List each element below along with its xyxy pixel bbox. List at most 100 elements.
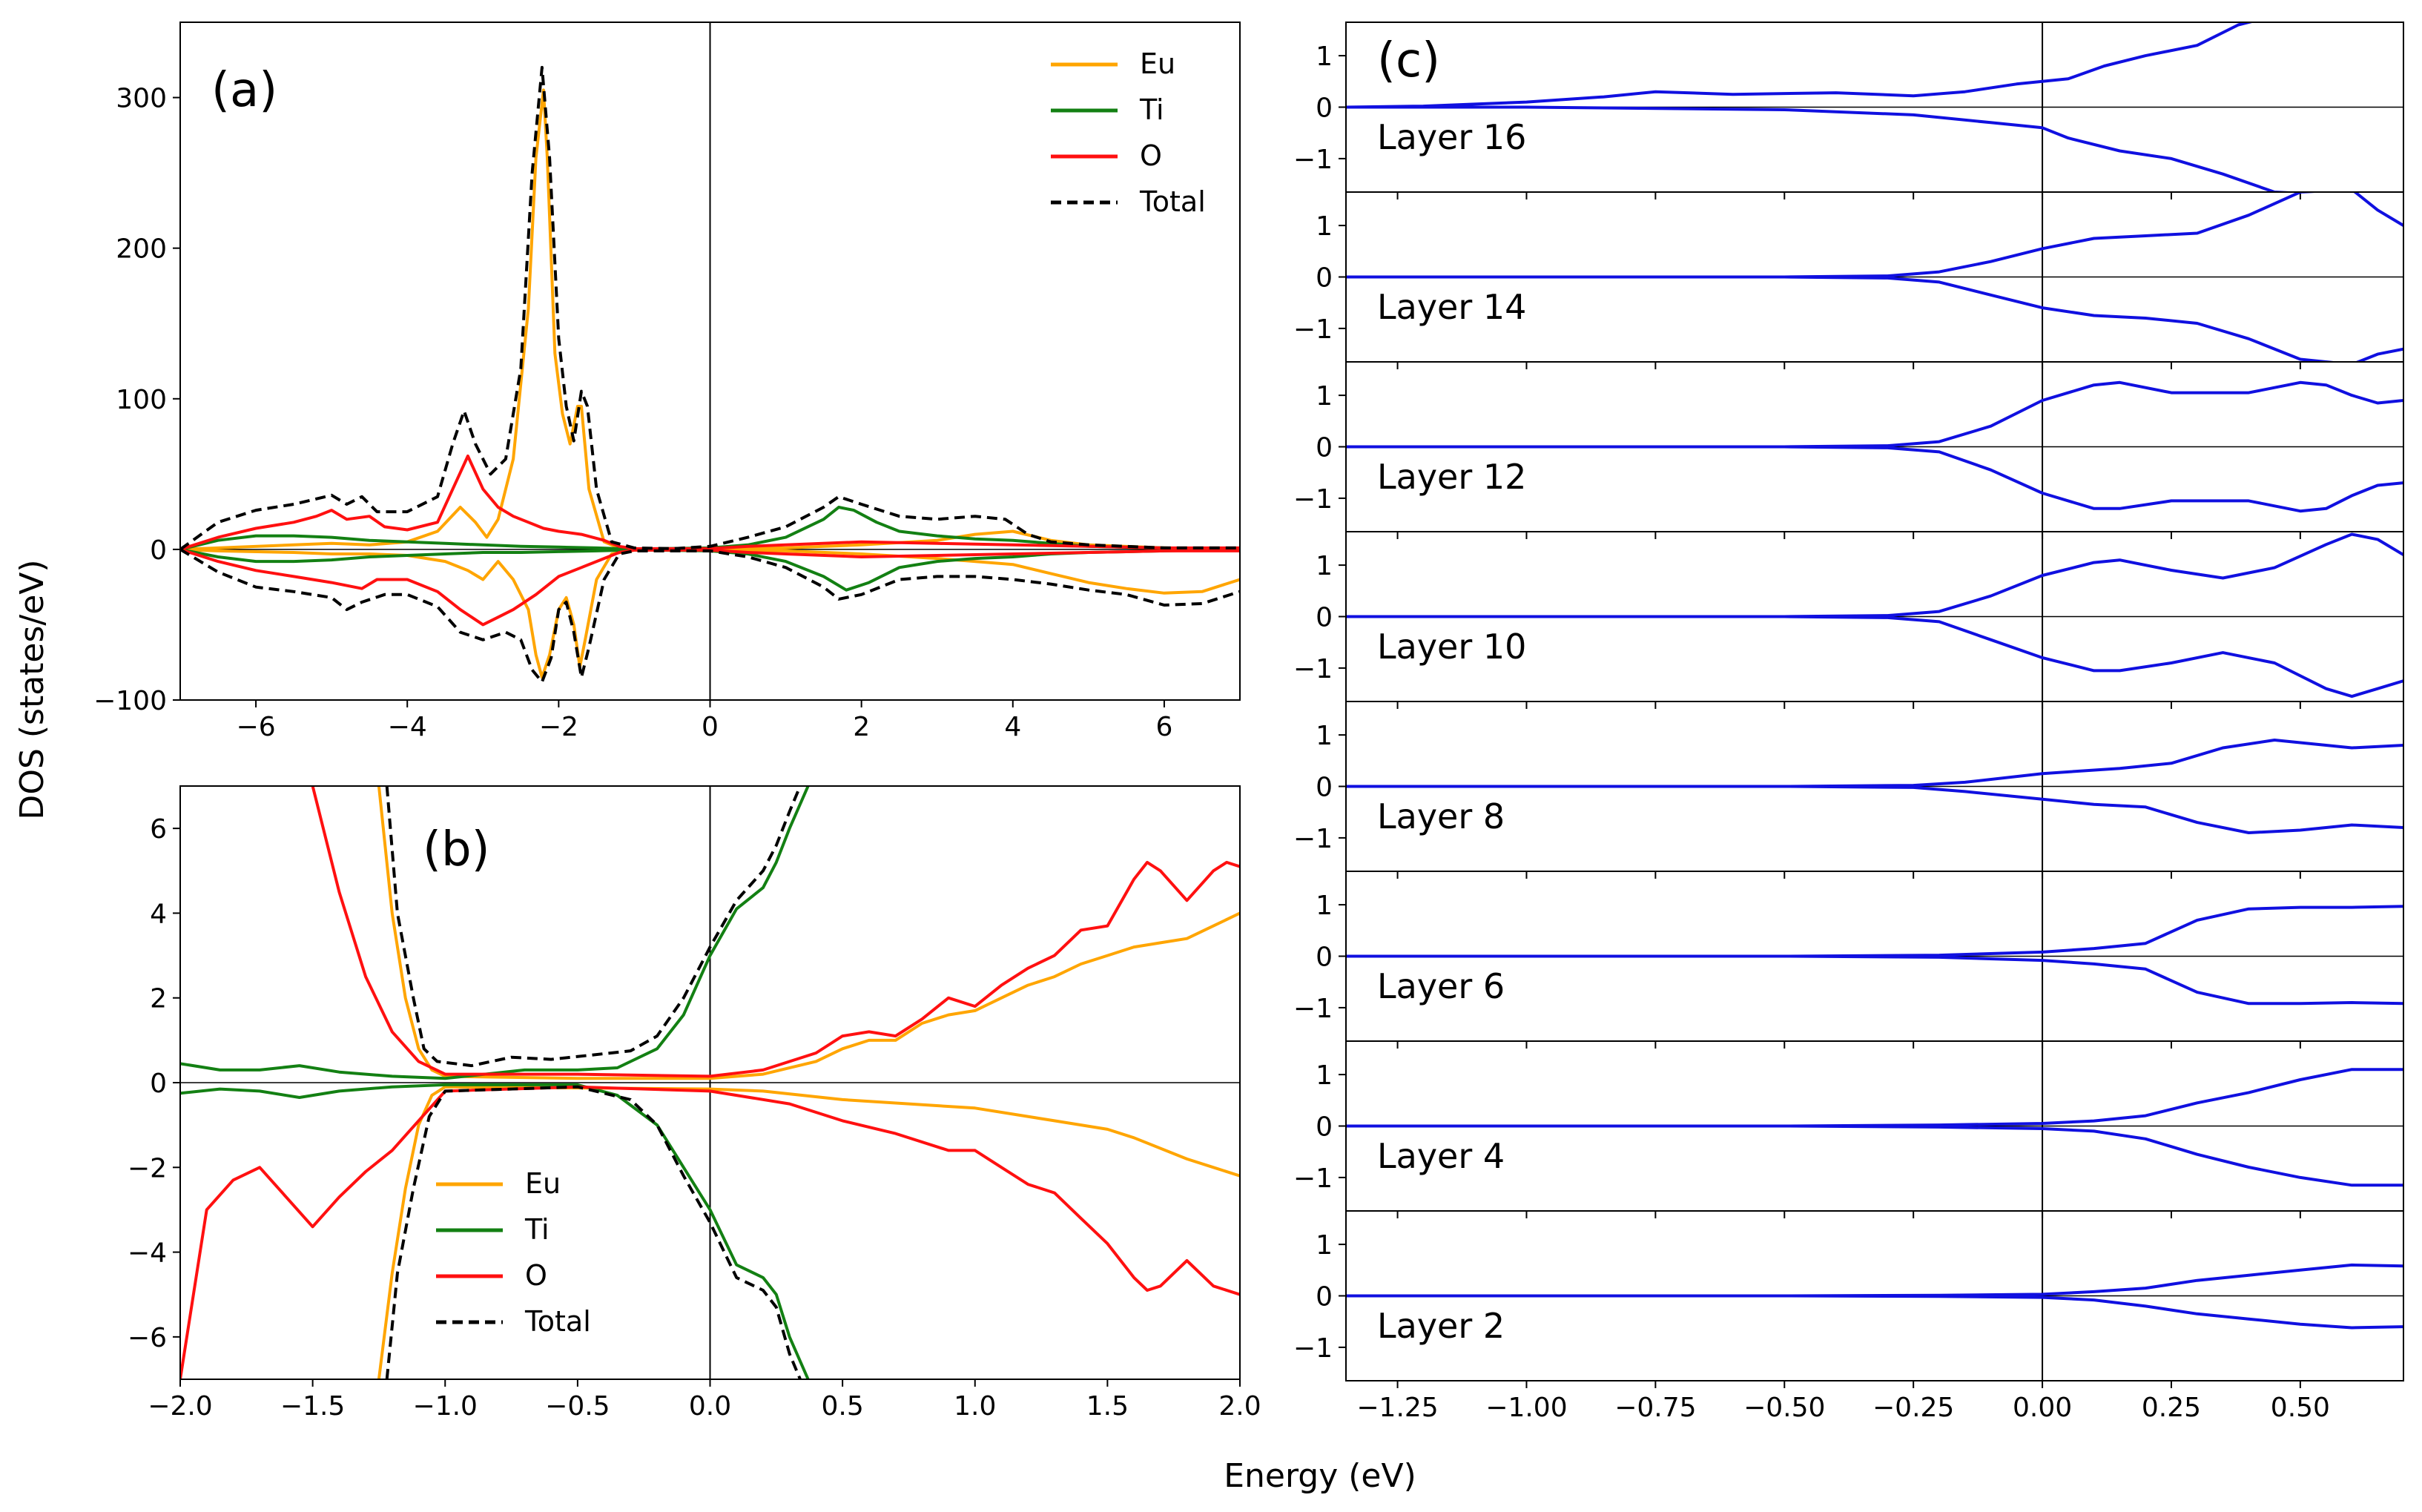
layer-curves <box>1346 192 2403 362</box>
series-eu-up <box>377 786 1240 1080</box>
y-tick-label: 1 <box>1316 1230 1333 1261</box>
legend-label-eu: Eu <box>525 1167 561 1200</box>
y-tick-label: −4 <box>128 1238 167 1269</box>
layer-subplot: −1 0 1 Layer 16 <box>1293 22 2404 199</box>
x-tick-label: 0.00 <box>2013 1393 2072 1423</box>
y-tick-label: 0 <box>1316 263 1333 294</box>
series-o-up <box>180 455 1240 551</box>
y-tick-label: 1 <box>1316 381 1333 412</box>
y-tick-label: 0 <box>1316 93 1333 124</box>
layer-label: Layer 10 <box>1377 627 1526 667</box>
x-tick-label: 2 <box>853 712 870 742</box>
x-tick-label: 1.0 <box>954 1391 996 1422</box>
x-tick-label: −0.25 <box>1872 1393 1954 1423</box>
y-tick-label: −6 <box>128 1323 167 1353</box>
y-tick-label: 300 <box>116 84 167 114</box>
y-tick-label: 0 <box>1316 773 1333 803</box>
layer-label: Layer 8 <box>1377 796 1505 836</box>
y-tick-label: 200 <box>116 234 167 265</box>
y-tick-label: −2 <box>128 1153 167 1183</box>
layer-curve-down <box>1346 275 2403 362</box>
layer-curve-down <box>1346 1294 2403 1330</box>
x-tick-label: 0 <box>702 712 719 742</box>
series-total-down <box>180 548 1240 684</box>
y-tick-label: −1 <box>1293 654 1333 684</box>
x-tick-label: −1.25 <box>1356 1393 1438 1423</box>
y-axis-label: DOS (states/eV) <box>13 559 51 819</box>
layer-label: Layer 2 <box>1377 1306 1505 1346</box>
panel-b: −2.0 −1.5 −1.0 −0.5 0.0 0.5 1.0 1.5 2.0 −6 −4 −2 0 2 4… <box>128 785 1261 1422</box>
y-tick-label: 0 <box>150 1069 167 1099</box>
layer-subplot: −1 0 1 Layer 4 <box>1293 1040 2404 1218</box>
series-o-down <box>180 547 1240 627</box>
layer-curves <box>1346 739 2403 834</box>
legend-label-ti: Ti <box>524 1213 550 1246</box>
legend-label-o: O <box>1140 139 1162 172</box>
y-tick-label: −1 <box>1293 1163 1333 1194</box>
layer-subplot: −1 0 1 Layer 8 <box>1293 701 2404 879</box>
y-tick-label: 1 <box>1316 551 1333 581</box>
layer-curve-up <box>1346 532 2403 618</box>
layer-label: Layer 6 <box>1377 966 1505 1006</box>
layer-label: Layer 14 <box>1377 287 1526 327</box>
y-tick-label: 0 <box>1316 1112 1333 1143</box>
series-total-down <box>385 1085 802 1379</box>
layer-curve-up <box>1346 1068 2403 1128</box>
layer-subplot: −1 0 1 Layer 14 <box>1293 191 2404 369</box>
layer-curve-up <box>1346 22 2255 109</box>
layer-subplot: −1 0 1 Layer 6 <box>1293 871 2404 1049</box>
layer-curve-down <box>1346 445 2403 513</box>
y-tick-label: 1 <box>1316 721 1333 751</box>
y-tick-label: 0 <box>150 535 167 566</box>
legend-label-o: O <box>525 1259 547 1292</box>
layer-curves <box>1346 532 2403 699</box>
layer-curve-up <box>1346 380 2403 449</box>
y-tick-label: 100 <box>116 385 167 415</box>
layer-curves <box>1346 380 2403 513</box>
x-tick-label: 2.0 <box>1218 1391 1261 1422</box>
series-eu-up <box>180 88 1240 551</box>
panel-label-a: (a) <box>211 63 277 118</box>
layer-curves <box>1346 22 2304 192</box>
x-tick-label: −0.50 <box>1743 1393 1825 1423</box>
series-ti-up <box>180 786 810 1080</box>
layer-curve-up <box>1346 739 2403 788</box>
x-tick-label: −0.5 <box>545 1391 610 1422</box>
x-tick-label: 0.0 <box>689 1391 731 1422</box>
y-tick-label: 0 <box>1316 942 1333 973</box>
x-tick-label: −1.5 <box>280 1391 345 1422</box>
series-eu-down <box>180 547 1240 679</box>
x-tick-label: −4 <box>388 712 427 742</box>
y-tick-label: −100 <box>93 686 167 716</box>
y-tick-label: 4 <box>150 899 167 929</box>
layer-curves <box>1346 1263 2403 1330</box>
y-tick-label: −1 <box>1293 994 1333 1024</box>
series-o-up <box>311 786 1240 1078</box>
y-tick-label: 2 <box>150 984 167 1014</box>
x-tick-label: 4 <box>1004 712 1021 742</box>
y-tick-label: 0 <box>1316 433 1333 463</box>
y-tick-label: 1 <box>1316 1060 1333 1091</box>
y-tick-label: −1 <box>1293 1333 1333 1364</box>
panel-label-c: (c) <box>1377 33 1440 88</box>
layer-curve-down <box>1346 785 2403 834</box>
x-tick-label: 0.50 <box>2271 1393 2330 1423</box>
layer-curve-down <box>1346 105 2304 192</box>
layer-label: Layer 12 <box>1377 457 1526 497</box>
layer-curve-down <box>1346 615 2403 699</box>
y-tick-label: 1 <box>1316 891 1333 921</box>
legend-label-total: Total <box>524 1305 591 1338</box>
y-tick-label: 0 <box>1316 1282 1333 1313</box>
y-tick-label: −1 <box>1293 484 1333 515</box>
layer-curve-down <box>1346 1124 2403 1187</box>
x-tick-label: −0.75 <box>1614 1393 1696 1423</box>
y-tick-label: −1 <box>1293 314 1333 345</box>
legend-label-ti: Ti <box>1139 93 1164 126</box>
layer-subplot: −1 0 1 Layer 10 <box>1293 531 2404 709</box>
layer-label: Layer 16 <box>1377 117 1526 157</box>
layer-subplot: −1 0 1 Layer 12 <box>1293 361 2404 539</box>
layer-curve-up <box>1346 192 2403 279</box>
y-tick-label: 6 <box>150 814 167 845</box>
x-tick-label: −1.0 <box>413 1391 478 1422</box>
